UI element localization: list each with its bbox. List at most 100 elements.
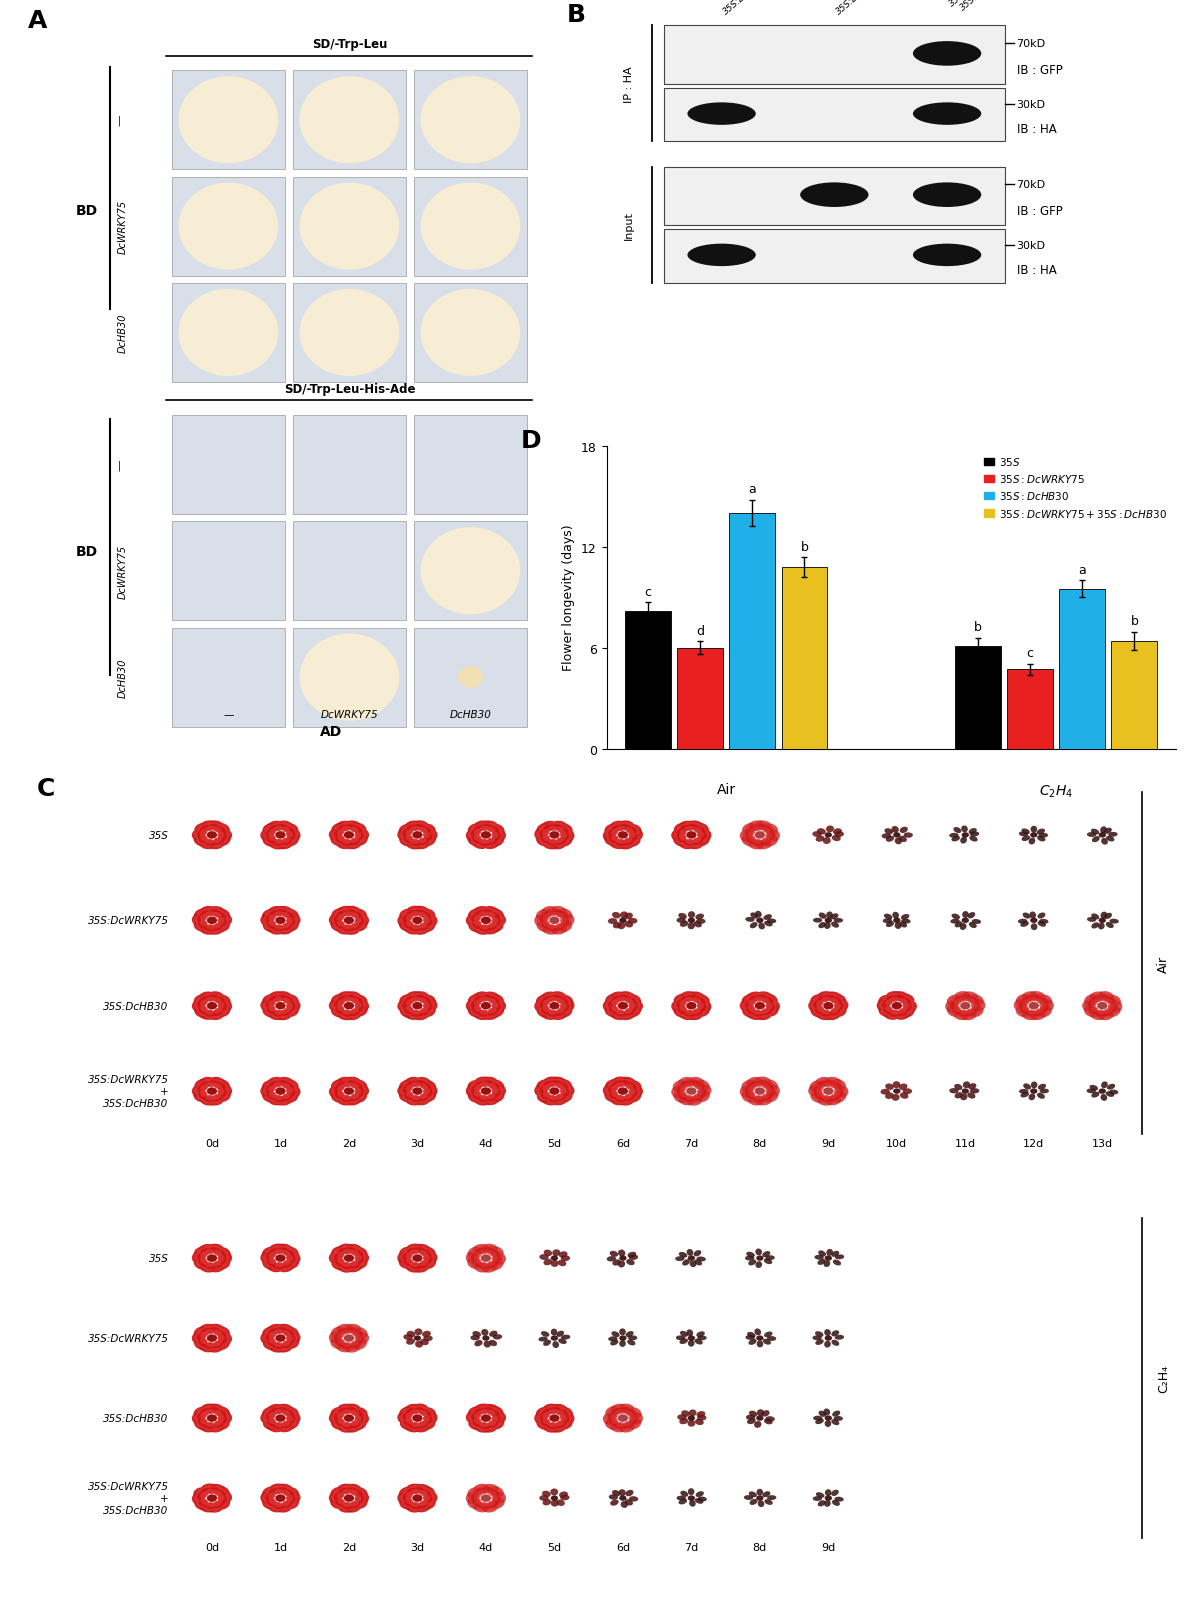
Ellipse shape (824, 1420, 832, 1427)
Ellipse shape (192, 1414, 203, 1423)
Ellipse shape (268, 927, 283, 935)
Ellipse shape (485, 1097, 499, 1105)
Ellipse shape (829, 995, 841, 1003)
Ellipse shape (269, 1013, 283, 1021)
Ellipse shape (476, 1011, 490, 1019)
Ellipse shape (889, 997, 899, 1003)
Ellipse shape (1098, 919, 1106, 923)
Ellipse shape (278, 1264, 294, 1272)
Ellipse shape (749, 1410, 757, 1417)
Ellipse shape (536, 909, 548, 920)
Ellipse shape (487, 1410, 496, 1415)
Ellipse shape (282, 1410, 290, 1417)
Ellipse shape (558, 998, 568, 1005)
Ellipse shape (821, 997, 830, 1003)
Ellipse shape (970, 998, 979, 1005)
Ellipse shape (300, 635, 400, 721)
Ellipse shape (354, 1415, 361, 1422)
Ellipse shape (491, 922, 504, 933)
Ellipse shape (476, 1503, 490, 1511)
Ellipse shape (418, 1422, 428, 1428)
Ellipse shape (424, 1089, 432, 1097)
Ellipse shape (536, 1407, 548, 1419)
Ellipse shape (274, 1096, 286, 1102)
Ellipse shape (278, 1423, 294, 1433)
Ellipse shape (354, 1081, 367, 1091)
Ellipse shape (544, 1341, 551, 1345)
Ellipse shape (271, 1503, 284, 1511)
Ellipse shape (467, 1487, 480, 1498)
Ellipse shape (218, 1490, 229, 1500)
Ellipse shape (1094, 1011, 1106, 1018)
Ellipse shape (216, 1250, 226, 1258)
Ellipse shape (1039, 995, 1052, 1005)
Ellipse shape (473, 841, 487, 849)
Ellipse shape (1018, 1006, 1028, 1016)
Ellipse shape (949, 833, 959, 837)
Ellipse shape (828, 1096, 839, 1102)
Ellipse shape (193, 1092, 206, 1102)
Bar (172, 415, 284, 514)
Ellipse shape (337, 834, 344, 842)
Ellipse shape (349, 1501, 360, 1508)
Ellipse shape (334, 1500, 344, 1508)
Ellipse shape (493, 1256, 503, 1266)
Ellipse shape (878, 1006, 892, 1018)
Ellipse shape (343, 831, 354, 839)
Ellipse shape (287, 833, 295, 841)
Ellipse shape (287, 1006, 296, 1014)
Ellipse shape (269, 1248, 280, 1256)
Ellipse shape (697, 1415, 707, 1420)
Ellipse shape (286, 1495, 293, 1501)
Ellipse shape (403, 829, 412, 837)
Ellipse shape (559, 1092, 572, 1104)
Ellipse shape (344, 1344, 360, 1354)
Ellipse shape (414, 992, 428, 1000)
Ellipse shape (491, 836, 504, 847)
Ellipse shape (281, 1406, 293, 1414)
Ellipse shape (338, 1407, 349, 1415)
Ellipse shape (474, 1011, 488, 1021)
Ellipse shape (612, 1331, 619, 1337)
Ellipse shape (484, 906, 498, 915)
Ellipse shape (200, 826, 210, 833)
Ellipse shape (337, 1251, 344, 1259)
Ellipse shape (331, 1253, 341, 1263)
Ellipse shape (344, 927, 360, 935)
Ellipse shape (1032, 1011, 1045, 1019)
Ellipse shape (900, 828, 908, 834)
Ellipse shape (280, 1342, 292, 1350)
Ellipse shape (218, 836, 230, 847)
Ellipse shape (217, 1255, 224, 1263)
Ellipse shape (337, 914, 344, 920)
Ellipse shape (472, 1006, 481, 1014)
Ellipse shape (336, 927, 352, 935)
Ellipse shape (288, 998, 298, 1008)
Ellipse shape (400, 915, 409, 925)
Ellipse shape (266, 1006, 276, 1014)
Ellipse shape (1037, 836, 1045, 842)
Ellipse shape (475, 1097, 488, 1104)
Ellipse shape (337, 1328, 348, 1336)
Ellipse shape (882, 995, 894, 1003)
Ellipse shape (611, 836, 619, 842)
Ellipse shape (893, 1081, 900, 1089)
Ellipse shape (480, 1083, 490, 1087)
Ellipse shape (1022, 1013, 1037, 1021)
Bar (293, 523, 406, 622)
Ellipse shape (338, 1505, 353, 1513)
Ellipse shape (492, 1005, 503, 1014)
Ellipse shape (542, 1006, 550, 1013)
Ellipse shape (534, 915, 546, 927)
Ellipse shape (468, 1008, 481, 1018)
Ellipse shape (481, 1255, 491, 1263)
Ellipse shape (418, 923, 428, 932)
Ellipse shape (473, 836, 482, 844)
Ellipse shape (748, 1097, 763, 1105)
Ellipse shape (607, 1092, 618, 1102)
Ellipse shape (217, 1341, 229, 1350)
Ellipse shape (815, 1092, 824, 1100)
Ellipse shape (481, 1003, 491, 1010)
Ellipse shape (474, 1258, 481, 1264)
Ellipse shape (410, 1263, 422, 1269)
